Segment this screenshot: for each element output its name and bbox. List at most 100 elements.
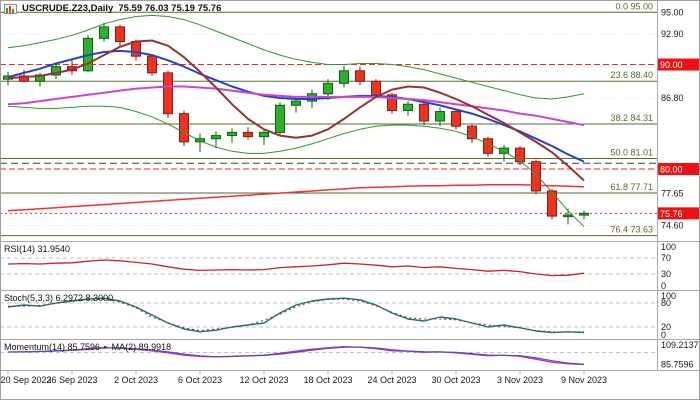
price-axis-label: 95.00 xyxy=(661,7,684,17)
date-label: 2 Oct 2023 xyxy=(114,375,158,385)
candle-down xyxy=(531,161,541,192)
stochastic-axis-label: 0 xyxy=(661,330,666,340)
ma-red-long xyxy=(7,183,585,212)
momentum-ma-label: MA(2) 89.9918 xyxy=(111,342,172,352)
candle-down xyxy=(147,55,157,74)
candle-down xyxy=(451,111,461,127)
ma-magenta xyxy=(7,85,585,127)
price-axis-label: 77.65 xyxy=(661,189,684,199)
candle-up xyxy=(499,147,509,154)
mini-bar-icon xyxy=(9,5,11,13)
date-label: 18 Oct 2023 xyxy=(303,375,352,385)
candle-down xyxy=(467,125,477,140)
momentum-axis-label: 85.7596 xyxy=(661,360,694,370)
candle-up xyxy=(227,131,237,137)
ma-blue xyxy=(7,49,585,163)
candle-up xyxy=(339,70,349,84)
fib-level-label: 38.2 84.31 xyxy=(610,113,653,123)
date-label: 9 Nov 2023 xyxy=(561,375,607,385)
mini-bar-icon xyxy=(12,8,14,13)
rsi-label: RSI(14) 31.9540 xyxy=(4,244,71,254)
date-label: 3 Nov 2023 xyxy=(497,375,543,385)
candle-down xyxy=(131,41,141,57)
candle-up xyxy=(563,214,573,218)
date-label: 30 Oct 2023 xyxy=(431,375,480,385)
alert-price-badge-label: 80.00 xyxy=(660,165,683,175)
rsi-axis-label: 30 xyxy=(661,269,671,279)
date-label: 24 Oct 2023 xyxy=(367,375,416,385)
fib-level-label: 76.4 73.63 xyxy=(610,225,653,235)
momentum-ma-arrow-icon: ▸ xyxy=(104,344,108,351)
candle-up xyxy=(51,66,61,76)
stochastic-axis-label: 100 xyxy=(661,291,676,301)
date-label: 26 Sep 2023 xyxy=(46,375,97,385)
stochastic-signal-line xyxy=(8,298,585,333)
ma-maroon xyxy=(7,39,585,182)
price-axis-label: 92.90 xyxy=(661,29,684,39)
price-axis[interactable]: 95.00 92.90 86.80 77.65 74.60 90.00 80.00 75.76… xyxy=(658,7,699,370)
candle-up xyxy=(291,100,301,106)
candle-down xyxy=(243,131,253,138)
date-label: 6 Oct 2023 xyxy=(178,375,222,385)
symbol-header: USCRUDE.Z23,Daily 75.59 76.03 75.19 75.7… xyxy=(4,3,221,14)
alert-price-badge-label: 90.00 xyxy=(660,60,683,70)
chart-window-icon[interactable] xyxy=(4,3,17,14)
candle-up xyxy=(211,135,221,140)
candle-down xyxy=(483,138,493,154)
candle-down xyxy=(19,75,29,82)
candle-down xyxy=(179,113,189,143)
symbol-label: USCRUDE.Z23,Daily xyxy=(22,3,114,14)
indicator-panels[interactable] xyxy=(0,257,657,366)
candle-down xyxy=(371,80,381,96)
fib-level-label: 0.0 95.00 xyxy=(615,1,653,11)
candle-down xyxy=(419,103,429,122)
stochastic-label: Stoch(5,3,3) 6.2972 8.3000 xyxy=(4,293,114,303)
candle-up xyxy=(403,103,413,112)
fib-level-label: 23.6 88.40 xyxy=(610,70,653,80)
rsi-header: RSI(14) 31.9540 xyxy=(4,244,70,254)
stochastic-main-line xyxy=(7,297,585,334)
momentum-label: Momentum(14) 85.7596 xyxy=(4,342,101,352)
candle-up xyxy=(259,131,269,138)
momentum-axis-label: 109.2137 xyxy=(661,340,699,350)
rsi-axis-label: 0 xyxy=(661,281,666,291)
candle-down xyxy=(115,26,125,43)
fib-level-label: 50.0 81.01 xyxy=(610,147,653,157)
mini-bar-icon xyxy=(6,7,8,13)
candle-up xyxy=(35,74,45,82)
momentum-ma-line xyxy=(7,346,585,365)
candle-down xyxy=(387,94,397,112)
stochastic-axis-label: 20 xyxy=(661,322,671,332)
candle-down xyxy=(163,72,173,115)
price-axis-label: 86.80 xyxy=(661,93,684,103)
current-price-badge xyxy=(658,207,699,220)
candle-down xyxy=(355,70,365,82)
main-plot[interactable]: 0.0 95.00 23.6 88.40 38.2 84.31 50.0 81.01 6… xyxy=(0,1,657,237)
rsi-line xyxy=(7,259,585,277)
candle-down xyxy=(547,190,557,217)
bollinger-lower-band xyxy=(7,105,585,227)
date-label: 20 Sep 2023 xyxy=(0,375,51,385)
candle-up xyxy=(99,26,109,39)
rsi-axis-label: 100 xyxy=(661,242,676,252)
candle-up xyxy=(435,111,445,122)
candle-down xyxy=(515,147,525,163)
fib-level-label: 61.8 77.71 xyxy=(610,182,653,192)
rsi-axis-label: 70 xyxy=(661,253,671,263)
date-label: 12 Oct 2023 xyxy=(239,375,288,385)
current-price-badge-label: 75.76 xyxy=(660,209,683,219)
candle-up xyxy=(579,212,589,216)
alert-price-badge xyxy=(658,163,699,176)
candle-up xyxy=(323,82,333,95)
candle-up xyxy=(275,104,285,133)
alert-price-badge xyxy=(658,58,699,71)
stochastic-axis-label: 80 xyxy=(661,298,671,308)
bollinger-upper-band xyxy=(7,14,585,100)
price-axis-label: 74.60 xyxy=(661,220,684,230)
momentum-header: Momentum(14) 85.7596 ▸ MA(2) 89.9918 xyxy=(4,342,171,352)
